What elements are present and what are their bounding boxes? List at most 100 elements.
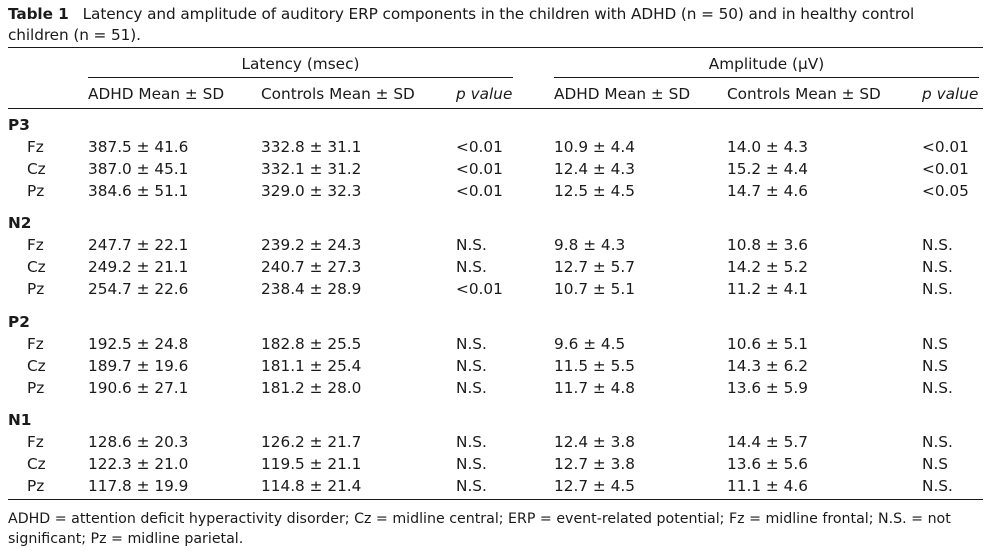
col-header-latency-p: p value xyxy=(456,85,513,103)
cell-lat-adhd: 249.2 ± 21.1 xyxy=(88,258,189,276)
cell-lat-p: <0.01 xyxy=(456,160,503,178)
cell-amp-adhd: 11.7 ± 4.8 xyxy=(554,379,635,397)
cell-amp-adhd: 9.8 ± 4.3 xyxy=(554,236,626,254)
cell-lat-p: N.S. xyxy=(456,236,487,254)
section-label-n2: N2 xyxy=(8,214,32,232)
cell-amp-adhd: 10.7 ± 5.1 xyxy=(554,280,635,298)
cell-amp-adhd: 12.7 ± 3.8 xyxy=(554,455,635,473)
cell-amp-p: N.S. xyxy=(922,477,953,495)
cell-amp-p: N.S. xyxy=(922,433,953,451)
cell-amp-ctrl: 14.0 ± 4.3 xyxy=(727,138,808,156)
cell-amp-ctrl: 14.7 ± 4.6 xyxy=(727,182,808,200)
cell-amp-ctrl: 13.6 ± 5.9 xyxy=(727,379,808,397)
cell-lat-p: N.S. xyxy=(456,477,487,495)
cell-lat-adhd: 387.0 ± 45.1 xyxy=(88,160,189,178)
cell-lat-p: N.S. xyxy=(456,335,487,353)
cell-lat-adhd: 122.3 ± 21.0 xyxy=(88,455,189,473)
row-site-label: Pz xyxy=(27,379,45,397)
cell-lat-ctrl: 126.2 ± 21.7 xyxy=(261,433,362,451)
cell-lat-p: <0.01 xyxy=(456,182,503,200)
cell-lat-adhd: 192.5 ± 24.8 xyxy=(88,335,189,353)
row-site-label: Pz xyxy=(27,477,45,495)
cell-lat-ctrl: 238.4 ± 28.9 xyxy=(261,280,362,298)
cell-amp-ctrl: 10.8 ± 3.6 xyxy=(727,236,808,254)
row-site-label: Pz xyxy=(27,280,45,298)
cell-lat-ctrl: 240.7 ± 27.3 xyxy=(261,258,362,276)
cell-lat-ctrl: 182.8 ± 25.5 xyxy=(261,335,362,353)
cell-lat-p: N.S. xyxy=(456,379,487,397)
cell-lat-p: N.S. xyxy=(456,455,487,473)
caption-line-2: children (n = 51). xyxy=(8,26,141,44)
row-site-label: Pz xyxy=(27,182,45,200)
cell-amp-adhd: 12.4 ± 4.3 xyxy=(554,160,635,178)
cell-lat-ctrl: 239.2 ± 24.3 xyxy=(261,236,362,254)
col-header-amplitude-adhd: ADHD Mean ± SD xyxy=(554,85,691,103)
cell-amp-p: N.S xyxy=(922,357,949,375)
cell-amp-ctrl: 15.2 ± 4.4 xyxy=(727,160,808,178)
header-rule xyxy=(8,108,983,109)
table-caption: Table 1 Latency and amplitude of auditory… xyxy=(8,4,983,46)
col-header-amplitude-controls: Controls Mean ± SD xyxy=(727,85,881,103)
cell-amp-p: N.S xyxy=(922,335,949,353)
bottom-rule xyxy=(8,499,983,500)
cell-amp-p: <0.05 xyxy=(922,182,969,200)
row-site-label: Cz xyxy=(27,160,46,178)
group-rule-amplitude xyxy=(554,77,979,78)
section-label-p2: P2 xyxy=(8,313,30,331)
group-header-latency: Latency (msec) xyxy=(241,55,360,73)
cell-amp-adhd: 11.5 ± 5.5 xyxy=(554,357,635,375)
cell-lat-adhd: 384.6 ± 51.1 xyxy=(88,182,189,200)
row-site-label: Cz xyxy=(27,357,46,375)
col-header-latency-controls: Controls Mean ± SD xyxy=(261,85,415,103)
cell-lat-adhd: 254.7 ± 22.6 xyxy=(88,280,189,298)
cell-lat-adhd: 128.6 ± 20.3 xyxy=(88,433,189,451)
cell-lat-p: N.S. xyxy=(456,258,487,276)
cell-amp-ctrl: 10.6 ± 5.1 xyxy=(727,335,808,353)
caption-line-1: Latency and amplitude of auditory ERP co… xyxy=(82,5,915,23)
group-rule-latency xyxy=(88,77,513,78)
col-header-amplitude-p: p value xyxy=(922,85,979,103)
cell-lat-ctrl: 332.1 ± 31.2 xyxy=(261,160,362,178)
top-rule xyxy=(8,47,983,48)
cell-lat-adhd: 387.5 ± 41.6 xyxy=(88,138,189,156)
cell-amp-p: N.S. xyxy=(922,379,953,397)
table-label: Table 1 xyxy=(8,5,69,23)
cell-lat-p: <0.01 xyxy=(456,138,503,156)
section-label-p3: P3 xyxy=(8,116,30,134)
cell-amp-ctrl: 11.1 ± 4.6 xyxy=(727,477,808,495)
cell-lat-adhd: 189.7 ± 19.6 xyxy=(88,357,189,375)
col-header-latency-adhd: ADHD Mean ± SD xyxy=(88,85,225,103)
cell-amp-ctrl: 11.2 ± 4.1 xyxy=(727,280,808,298)
row-site-label: Fz xyxy=(27,236,44,254)
row-site-label: Fz xyxy=(27,433,44,451)
cell-lat-p: N.S. xyxy=(456,433,487,451)
cell-amp-ctrl: 14.2 ± 5.2 xyxy=(727,258,808,276)
cell-lat-p: N.S. xyxy=(456,357,487,375)
cell-amp-adhd: 12.7 ± 5.7 xyxy=(554,258,635,276)
cell-lat-ctrl: 181.1 ± 25.4 xyxy=(261,357,362,375)
table-footnote: ADHD = attention deficit hyperactivity d… xyxy=(8,511,951,547)
cell-amp-adhd: 12.5 ± 4.5 xyxy=(554,182,635,200)
row-site-label: Fz xyxy=(27,335,44,353)
cell-amp-p: N.S. xyxy=(922,236,953,254)
cell-amp-adhd: 10.9 ± 4.4 xyxy=(554,138,635,156)
cell-amp-p: N.S xyxy=(922,455,949,473)
cell-amp-p: <0.01 xyxy=(922,160,969,178)
cell-amp-ctrl: 14.4 ± 5.7 xyxy=(727,433,808,451)
cell-amp-ctrl: 14.3 ± 6.2 xyxy=(727,357,808,375)
row-site-label: Cz xyxy=(27,258,46,276)
cell-lat-ctrl: 114.8 ± 21.4 xyxy=(261,477,362,495)
row-site-label: Cz xyxy=(27,455,46,473)
section-label-n1: N1 xyxy=(8,411,32,429)
cell-amp-p: N.S. xyxy=(922,258,953,276)
cell-amp-ctrl: 13.6 ± 5.6 xyxy=(727,455,808,473)
cell-amp-p: N.S. xyxy=(922,280,953,298)
cell-lat-p: <0.01 xyxy=(456,280,503,298)
cell-amp-adhd: 9.6 ± 4.5 xyxy=(554,335,626,353)
row-site-label: Fz xyxy=(27,138,44,156)
cell-lat-adhd: 117.8 ± 19.9 xyxy=(88,477,189,495)
cell-lat-ctrl: 119.5 ± 21.1 xyxy=(261,455,362,473)
cell-lat-ctrl: 181.2 ± 28.0 xyxy=(261,379,362,397)
cell-amp-adhd: 12.7 ± 4.5 xyxy=(554,477,635,495)
cell-lat-adhd: 190.6 ± 27.1 xyxy=(88,379,189,397)
